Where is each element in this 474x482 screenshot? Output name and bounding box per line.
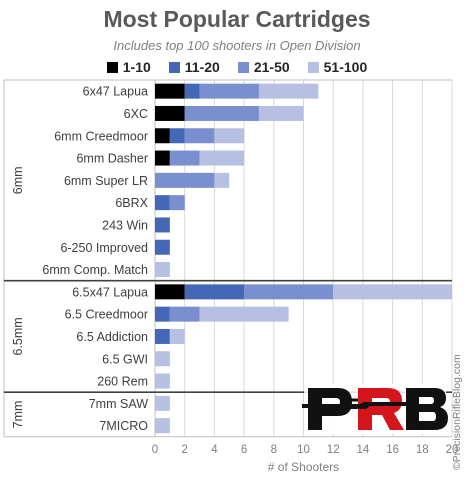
logo-rifle: [302, 402, 418, 414]
bar-segment-21-50: [199, 83, 259, 99]
category-label: 260 Rem: [97, 375, 148, 389]
bar-segment-11-20: [155, 195, 170, 211]
bar-segment-51-100: [169, 328, 185, 344]
logo-letter-r: [358, 388, 404, 430]
legend-swatch: [168, 61, 180, 73]
category-label: 6x47 Lapua: [83, 85, 148, 99]
bar-segment-21-50: [244, 284, 334, 300]
bar-segment-1-10: [155, 150, 170, 166]
legend-item: 11-20: [168, 59, 220, 75]
legend-item: 21-50: [237, 59, 290, 75]
category-label: 243 Win: [102, 218, 148, 232]
bar-segment-51-100: [155, 395, 170, 411]
legend-label: 21-50: [253, 59, 290, 75]
bar-segment-21-50: [169, 195, 185, 211]
legend-swatch: [237, 61, 249, 73]
bar-segment-1-10: [155, 105, 185, 121]
legend-label: 11-20: [184, 59, 220, 75]
category-label: 6.5 Addiction: [76, 330, 148, 344]
x-tick-label: 20: [446, 444, 459, 456]
x-tick-label: 18: [416, 444, 429, 456]
bar-segment-11-20: [155, 217, 170, 233]
bar-segment-21-50: [169, 150, 200, 166]
bar-segment-21-50: [169, 306, 200, 322]
bar-segment-51-100: [155, 373, 170, 389]
prb-logo: [302, 384, 448, 434]
legend-label: 1-10: [122, 59, 151, 75]
bar-segment-51-100: [199, 150, 245, 166]
bar-segment-51-100: [214, 128, 245, 144]
category-label: 6mm Super LR: [64, 174, 148, 188]
bar-segment-51-100: [214, 172, 230, 188]
x-tick-label: 12: [327, 444, 340, 456]
category-label: 6mm Comp. Match: [42, 263, 148, 277]
x-tick-label: 10: [297, 444, 310, 456]
legend-swatch: [307, 61, 319, 73]
bar-segment-11-20: [184, 284, 245, 300]
bar-segment-1-10: [155, 128, 170, 144]
bar-segment-51-100: [258, 105, 304, 121]
x-tick-label: 14: [357, 444, 370, 456]
bar-segment-21-50: [184, 128, 215, 144]
x-tick-label: 4: [211, 444, 218, 456]
bar-segment-11-20: [169, 128, 185, 144]
group-label: 6.5mm: [11, 317, 25, 355]
bar-segment-1-10: [155, 284, 185, 300]
bar-segment-51-100: [155, 418, 170, 434]
bar-segment-51-100: [199, 306, 289, 322]
watermark: ©PrecisionRifleBlog.com: [451, 354, 463, 470]
category-label: 6mm Creedmoor: [54, 129, 148, 143]
bar-segment-11-20: [155, 306, 170, 322]
x-tick-label: 6: [241, 444, 247, 456]
x-tick-label: 0: [152, 444, 158, 456]
bar-segment-11-20: [184, 83, 200, 99]
bar-segment-21-50: [184, 105, 259, 121]
bar-segment-51-100: [155, 351, 170, 367]
bar-segment-11-20: [155, 239, 170, 255]
bar-segment-51-100: [258, 83, 319, 99]
x-tick-label: 16: [386, 444, 399, 456]
category-label: 6BRX: [115, 196, 148, 210]
legend-item: 51-100: [307, 59, 368, 75]
logo-letter-b: [406, 388, 448, 430]
category-label: 6.5 Creedmoor: [65, 308, 148, 322]
category-label: 7MICRO: [99, 419, 148, 433]
x-tick-label: 2: [181, 444, 187, 456]
category-label: 6.5x47 Lapua: [72, 285, 148, 299]
legend-label: 51-100: [323, 59, 368, 75]
bar-segment-21-50: [155, 172, 215, 188]
legend: 1-10 11-20 21-50 51-100: [0, 59, 474, 75]
category-label: 7mm SAW: [89, 397, 148, 411]
category-label: 6mm Dasher: [76, 152, 148, 166]
bar-segment-1-10: [155, 83, 185, 99]
legend-swatch: [106, 61, 118, 73]
chart-subtitle: Includes top 100 shooters in Open Divisi…: [113, 38, 361, 53]
bar-segment-11-20: [155, 328, 170, 344]
group-label: 6mm: [11, 166, 25, 194]
category-label: 6-250 Improved: [60, 241, 148, 255]
bar-segment-51-100: [155, 262, 170, 278]
x-axis-title: # of Shooters: [268, 460, 339, 474]
legend-item: 1-10: [106, 59, 151, 75]
category-label: 6.5 GWI: [102, 352, 148, 366]
group-label: 7mm: [11, 401, 25, 429]
category-label: 6XC: [124, 107, 148, 121]
x-tick-label: 8: [271, 444, 277, 456]
bar-segment-51-100: [333, 284, 452, 300]
chart-title: Most Popular Cartridges: [103, 6, 371, 32]
